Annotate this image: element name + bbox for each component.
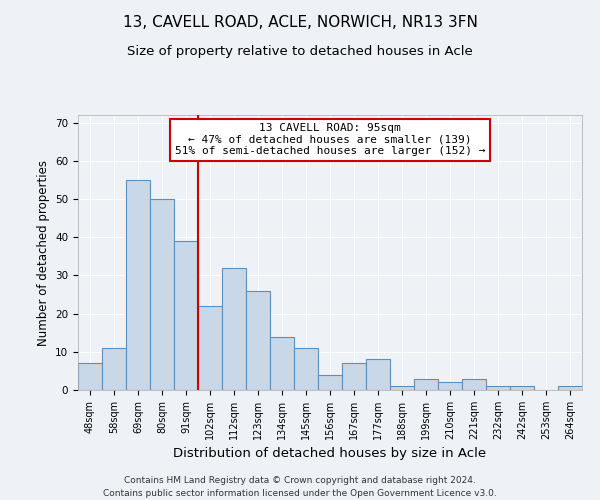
Bar	[318, 374, 342, 390]
Bar	[150, 199, 174, 390]
Bar	[414, 378, 438, 390]
Bar	[246, 290, 270, 390]
Bar	[126, 180, 150, 390]
Bar	[462, 378, 486, 390]
Text: Contains HM Land Registry data © Crown copyright and database right 2024.
Contai: Contains HM Land Registry data © Crown c…	[103, 476, 497, 498]
Bar	[438, 382, 462, 390]
Text: Size of property relative to detached houses in Acle: Size of property relative to detached ho…	[127, 45, 473, 58]
Bar	[78, 364, 102, 390]
Text: 13, CAVELL ROAD, ACLE, NORWICH, NR13 3FN: 13, CAVELL ROAD, ACLE, NORWICH, NR13 3FN	[122, 15, 478, 30]
Bar	[510, 386, 534, 390]
Bar	[198, 306, 222, 390]
Bar	[486, 386, 510, 390]
Bar	[222, 268, 246, 390]
Text: 13 CAVELL ROAD: 95sqm
← 47% of detached houses are smaller (139)
51% of semi-det: 13 CAVELL ROAD: 95sqm ← 47% of detached …	[175, 123, 485, 156]
Bar	[294, 348, 318, 390]
Bar	[366, 360, 390, 390]
Y-axis label: Number of detached properties: Number of detached properties	[37, 160, 50, 346]
X-axis label: Distribution of detached houses by size in Acle: Distribution of detached houses by size …	[173, 448, 487, 460]
Bar	[102, 348, 126, 390]
Bar	[270, 336, 294, 390]
Bar	[390, 386, 414, 390]
Bar	[342, 364, 366, 390]
Bar	[174, 241, 198, 390]
Bar	[558, 386, 582, 390]
